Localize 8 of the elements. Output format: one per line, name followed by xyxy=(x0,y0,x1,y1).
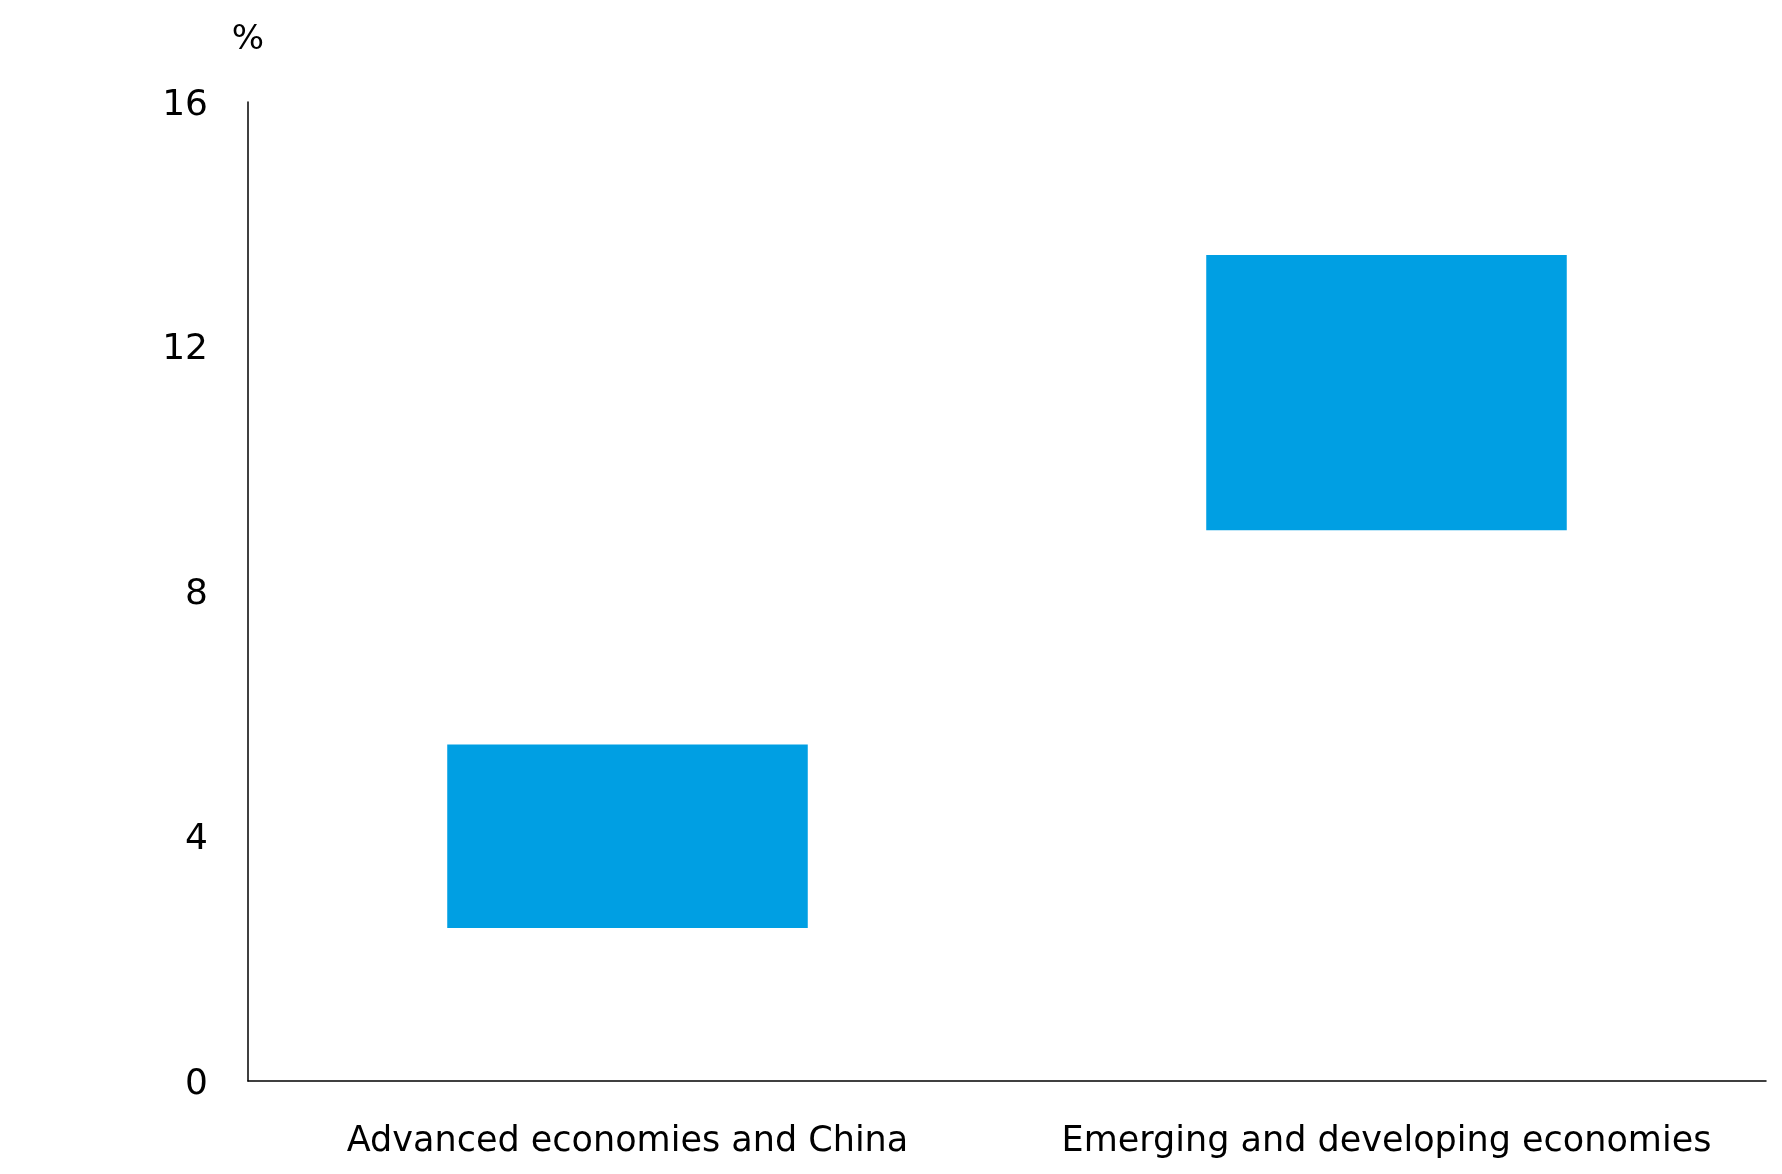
y-tick-label: 0 xyxy=(185,1060,208,1102)
y-axis-title: % xyxy=(231,17,265,57)
y-tick-label: 16 xyxy=(162,81,208,123)
x-tick-label: Emerging and developing economies xyxy=(1061,1118,1712,1159)
y-tick-label: 12 xyxy=(162,326,208,368)
x-tick-label: Advanced economies and China xyxy=(346,1118,909,1159)
y-tick-label: 4 xyxy=(185,815,208,857)
y-tick-label: 8 xyxy=(185,571,208,612)
